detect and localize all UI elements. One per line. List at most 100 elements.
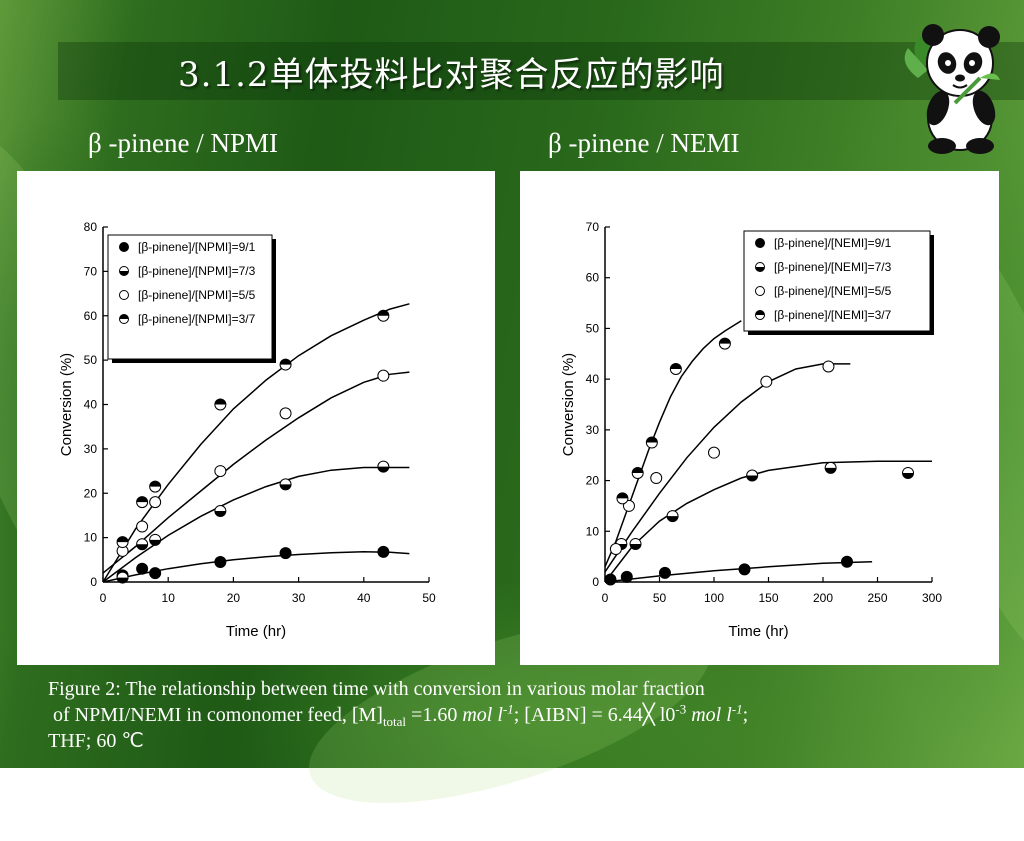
data-point <box>116 571 129 584</box>
data-point <box>377 369 390 382</box>
data-point <box>631 466 644 479</box>
data-point <box>116 536 129 549</box>
data-point <box>650 472 663 485</box>
figure-caption: Figure 2: The relationship between time … <box>48 676 1008 754</box>
y-tick-label: 60 <box>586 271 600 285</box>
x-tick-label: 250 <box>867 591 887 605</box>
x-tick-label: 20 <box>227 591 241 605</box>
data-point <box>840 555 853 568</box>
data-point <box>902 466 915 479</box>
x-tick-label: 50 <box>653 591 667 605</box>
fit-line <box>604 363 851 573</box>
x-tick-label: 10 <box>162 591 176 605</box>
left-chart-label: β -pinene / NPMI <box>88 128 278 158</box>
data-point <box>738 563 751 576</box>
x-tick-label: 100 <box>704 591 724 605</box>
fit-line <box>102 371 410 574</box>
y-tick-label: 20 <box>586 474 600 488</box>
y-tick-label: 10 <box>84 531 98 545</box>
x-tick-label: 40 <box>357 591 371 605</box>
x-axis-title: Time (hr) <box>226 623 286 640</box>
data-point <box>658 566 671 579</box>
x-tick-label: 30 <box>292 591 306 605</box>
legend-box <box>743 230 931 332</box>
data-point <box>755 262 765 272</box>
legend-box <box>107 234 273 360</box>
legend-entry: [β-pinene]/[NPMI]=9/1 <box>138 240 256 254</box>
y-tick-label: 0 <box>90 575 97 589</box>
legend-entry: [β-pinene]/[NEMI]=5/5 <box>774 284 892 298</box>
chart-panel-nemi: 0 10 20 30 40 50 60 70 0 50 100 150 200 250 300 Time (h… <box>520 171 999 665</box>
data-point <box>755 238 765 248</box>
legend-entry: [β-pinene]/[NEMI]=7/3 <box>774 260 892 274</box>
data-point <box>149 533 162 546</box>
y-tick-label: 30 <box>84 442 98 456</box>
y-tick-label: 30 <box>586 423 600 437</box>
y-tick-label: 70 <box>586 220 600 234</box>
data-point <box>377 309 390 322</box>
data-point <box>136 496 149 509</box>
data-point <box>119 314 129 324</box>
data-point <box>669 363 682 375</box>
y-tick-label: 20 <box>84 486 98 500</box>
fit-line <box>604 320 742 568</box>
data-point <box>609 543 622 556</box>
data-point <box>666 510 679 523</box>
x-tick-label: 0 <box>602 591 609 605</box>
fit-line <box>604 560 873 583</box>
legend-entry: [β-pinene]/[NEMI]=9/1 <box>774 236 892 250</box>
data-point <box>622 499 635 512</box>
x-tick-label: 150 <box>758 591 778 605</box>
y-tick-label: 0 <box>592 575 599 589</box>
slide-title: 3.1.2单体投料比对聚合反应的影响 <box>178 55 725 95</box>
data-point <box>214 465 227 478</box>
chart-panel-npmi: 0 10 20 30 40 50 60 70 80 0 10 20 30 40 50 Time (hr) Con… <box>17 171 495 665</box>
data-point <box>377 460 390 473</box>
y-tick-label: 40 <box>84 398 98 412</box>
title-band <box>58 42 1024 100</box>
caption-line-1: Figure 2: The relationship between time … <box>48 678 705 700</box>
chart-nemi: 0 10 20 30 40 50 60 70 0 50 100 150 200 250 300 Time (h… <box>560 220 942 640</box>
data-point <box>119 242 129 252</box>
data-point <box>149 480 162 493</box>
data-point <box>604 573 617 586</box>
data-point <box>616 492 629 505</box>
data-point <box>119 290 129 300</box>
data-point <box>645 436 658 449</box>
data-point <box>629 537 642 550</box>
data-point <box>755 286 765 296</box>
x-tick-label: 200 <box>813 591 833 605</box>
y-tick-label: 60 <box>84 309 98 323</box>
panda-icon <box>904 24 1000 154</box>
data-point <box>214 398 227 411</box>
data-point <box>279 407 292 420</box>
legend-entry: [β-pinene]/[NPMI]=7/3 <box>138 264 256 278</box>
x-tick-label: 50 <box>422 591 436 605</box>
y-tick-label: 40 <box>586 372 600 386</box>
legend-entry: [β-pinene]/[NEMI]=3/7 <box>774 308 892 322</box>
x-axis-title: Time (hr) <box>728 623 788 640</box>
legend-entry: [β-pinene]/[NPMI]=3/7 <box>138 312 256 326</box>
chart-npmi: 0 10 20 30 40 50 60 70 80 0 10 20 30 40 50 Time (hr) Con… <box>58 220 436 640</box>
data-point <box>214 505 227 517</box>
data-point <box>136 538 149 551</box>
data-point <box>149 496 162 509</box>
y-tick-label: 80 <box>84 220 98 234</box>
y-axis-title: Conversion (%) <box>560 353 577 456</box>
data-point <box>620 570 633 583</box>
data-point <box>746 469 759 482</box>
caption-line-2: of NPMI/NEMI in comonomer feed, [M]total… <box>48 701 749 729</box>
data-point <box>279 358 292 371</box>
y-axis-title: Conversion (%) <box>58 353 75 456</box>
fit-line <box>604 460 932 583</box>
fit-line <box>102 466 410 583</box>
data-point <box>760 375 773 388</box>
data-point <box>822 360 835 373</box>
data-point <box>149 567 162 580</box>
y-tick-label: 10 <box>586 524 600 538</box>
data-point <box>824 461 837 474</box>
data-point <box>136 562 149 575</box>
x-tick-label: 0 <box>100 591 107 605</box>
right-chart-label: β -pinene / NEMI <box>548 128 740 158</box>
caption-line-3: THF; 60 ℃ <box>48 730 144 752</box>
